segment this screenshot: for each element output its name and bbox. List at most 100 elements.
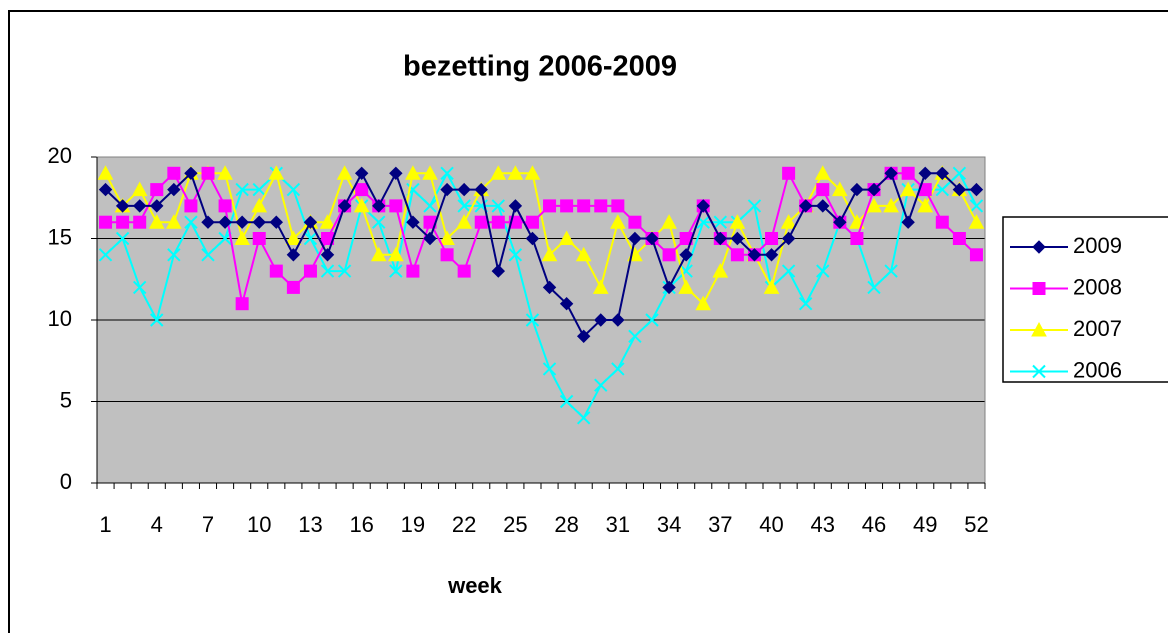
- y-tick-label: 15: [48, 224, 72, 249]
- marker: [251, 197, 268, 213]
- marker: [490, 165, 507, 180]
- marker: [423, 231, 437, 246]
- marker: [201, 166, 215, 180]
- marker: [678, 279, 694, 294]
- marker: [235, 215, 249, 229]
- x-tick-label: 22: [452, 512, 476, 537]
- marker: [747, 199, 762, 213]
- marker: [696, 199, 710, 213]
- marker: [439, 230, 455, 245]
- marker: [354, 166, 369, 181]
- marker: [525, 215, 539, 229]
- marker: [457, 182, 471, 197]
- x-tick-label: 19: [401, 512, 425, 537]
- marker: [167, 182, 181, 197]
- marker: [884, 264, 898, 278]
- marker: [405, 165, 421, 180]
- marker: [1032, 282, 1046, 295]
- marker: [337, 199, 352, 213]
- marker: [440, 182, 454, 197]
- marker: [457, 199, 471, 213]
- marker: [99, 215, 113, 229]
- marker: [268, 165, 285, 180]
- marker: [150, 199, 164, 213]
- marker: [780, 214, 797, 229]
- marker: [303, 231, 318, 246]
- marker: [747, 248, 762, 262]
- marker: [98, 248, 113, 262]
- marker: [370, 246, 387, 262]
- marker: [628, 231, 642, 246]
- marker: [542, 362, 557, 376]
- marker: [850, 232, 864, 245]
- marker: [234, 230, 250, 245]
- marker: [269, 264, 283, 278]
- marker: [372, 199, 386, 213]
- legend-label: 2009: [1073, 233, 1122, 258]
- marker: [969, 248, 983, 262]
- marker: [679, 248, 693, 262]
- marker: [969, 182, 984, 197]
- x-tick-label: 13: [298, 512, 322, 537]
- marker: [97, 165, 114, 180]
- marker: [269, 215, 284, 229]
- marker: [389, 199, 403, 213]
- marker: [252, 215, 266, 229]
- x-tick-label: 52: [964, 512, 988, 537]
- marker: [303, 264, 317, 278]
- y-tick-label: 10: [48, 306, 72, 331]
- marker: [167, 248, 181, 262]
- marker: [131, 181, 148, 197]
- marker: [798, 296, 813, 311]
- marker: [507, 165, 524, 180]
- marker: [353, 197, 370, 213]
- marker: [816, 183, 830, 197]
- marker: [372, 215, 386, 229]
- marker: [661, 214, 677, 229]
- marker: [457, 264, 471, 278]
- marker: [440, 248, 454, 262]
- marker: [150, 183, 164, 197]
- marker: [968, 214, 985, 229]
- marker: [952, 182, 967, 197]
- marker: [901, 215, 915, 229]
- marker: [713, 231, 728, 246]
- marker: [611, 362, 625, 376]
- marker: [132, 280, 147, 295]
- chart-title: bezetting 2006-2009: [403, 51, 677, 83]
- marker: [218, 199, 232, 213]
- marker: [610, 214, 626, 229]
- marker: [286, 280, 300, 294]
- marker: [883, 197, 899, 213]
- series-line: [104, 170, 977, 338]
- marker: [491, 199, 506, 213]
- marker: [389, 264, 403, 278]
- marker: [833, 215, 847, 229]
- marker: [764, 248, 779, 262]
- marker: [575, 246, 592, 262]
- marker: [98, 182, 113, 197]
- marker: [935, 215, 949, 229]
- x-tick-label: 7: [202, 512, 214, 537]
- marker: [713, 215, 728, 229]
- marker: [406, 264, 420, 278]
- marker: [406, 215, 420, 229]
- marker: [524, 165, 541, 180]
- x-axis-title: week: [447, 573, 503, 598]
- x-tick-label: 25: [503, 512, 527, 537]
- marker: [148, 214, 165, 229]
- marker: [167, 166, 181, 180]
- marker: [816, 199, 830, 213]
- marker: [867, 280, 881, 295]
- marker: [1031, 321, 1047, 337]
- marker: [115, 199, 130, 213]
- marker: [235, 182, 249, 197]
- marker: [662, 280, 676, 295]
- marker: [336, 165, 353, 180]
- marker: [645, 231, 659, 246]
- marker: [320, 248, 335, 262]
- x-tick-label: 49: [913, 512, 937, 537]
- marker: [765, 232, 779, 245]
- marker: [440, 166, 454, 181]
